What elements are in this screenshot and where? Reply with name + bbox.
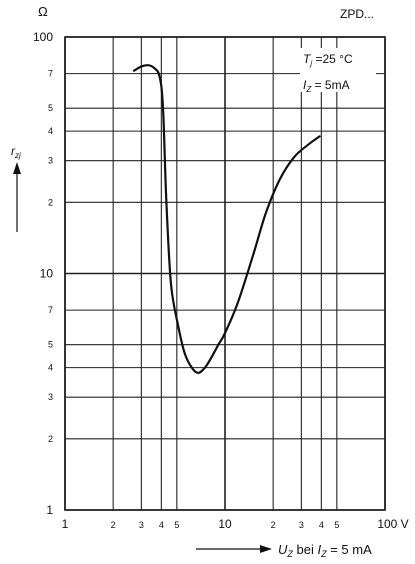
y-tick-label: 4: [48, 363, 53, 373]
tj-value: =25 °C: [312, 52, 353, 66]
x-tick-label: 4: [159, 520, 164, 530]
conditions-box: [300, 48, 376, 92]
condition-tj: Tj =25 °C: [303, 52, 353, 68]
y-tick-label: 7: [48, 69, 53, 79]
x-axis-i-symbol: I: [317, 542, 321, 557]
y-tick-label: 10: [40, 267, 54, 281]
y-tick-label: 2: [48, 434, 53, 444]
y-tick-label: 5: [48, 340, 53, 350]
y-axis-sub: zj: [14, 151, 21, 160]
x-axis-bei: bei: [293, 542, 318, 557]
y-tick-label: 3: [48, 392, 53, 402]
x-tick-label: 3: [299, 520, 304, 530]
y-tick-label: 100: [33, 30, 53, 44]
x-axis-label: UZ bei IZ = 5 mA: [278, 542, 372, 559]
y-tick-label: 2: [48, 197, 53, 207]
y-tick-labels: 1 2 3 4 5 7 10 2 3 4 5 7 100: [33, 30, 53, 517]
y-tick-label: 7: [48, 305, 53, 315]
x-tick-label: 1: [62, 517, 69, 531]
y-axis-symbol: r: [11, 144, 16, 158]
tj-sub: j: [309, 59, 312, 68]
y-axis-label: rzj: [11, 144, 21, 160]
x-tick-label: 4: [319, 520, 324, 530]
impedance-curve: [132, 64, 321, 374]
iz-value: = 5mA: [311, 78, 349, 92]
x-tick-label: 5: [174, 520, 179, 530]
x-tick-label: 5: [334, 520, 339, 530]
y-axis-arrow-head: [13, 162, 21, 174]
x-tick-label: 2: [271, 520, 276, 530]
y-tick-label: 1: [46, 503, 53, 517]
x-tick-label: 2: [111, 520, 116, 530]
x-axis-i-sub: Z: [320, 549, 327, 559]
x-axis-sub: Z: [286, 549, 293, 559]
iz-symbol: I: [303, 78, 307, 92]
x-tick-label: 100 V: [377, 517, 408, 531]
x-axis-symbol: U: [278, 542, 288, 557]
series-code-label: ZPD...: [340, 7, 374, 21]
y-tick-label: 4: [48, 126, 53, 136]
x-tick-labels: 1 2 3 4 5 10 2 3 4 5 100 V: [62, 517, 409, 531]
y-unit-label: Ω: [38, 4, 48, 19]
iz-sub: Z: [305, 85, 312, 94]
y-tick-label: 5: [48, 103, 53, 113]
chart-grid: [64, 36, 386, 511]
y-tick-label: 3: [48, 156, 53, 166]
x-tick-label: 3: [139, 520, 144, 530]
tj-symbol: T: [303, 52, 312, 66]
x-axis-arrow-head: [260, 545, 272, 553]
x-tick-label: 10: [218, 517, 232, 531]
plot-frame: [64, 36, 386, 511]
x-axis-rest: = 5 mA: [327, 542, 372, 557]
condition-iz: IZ = 5mA: [303, 78, 350, 94]
